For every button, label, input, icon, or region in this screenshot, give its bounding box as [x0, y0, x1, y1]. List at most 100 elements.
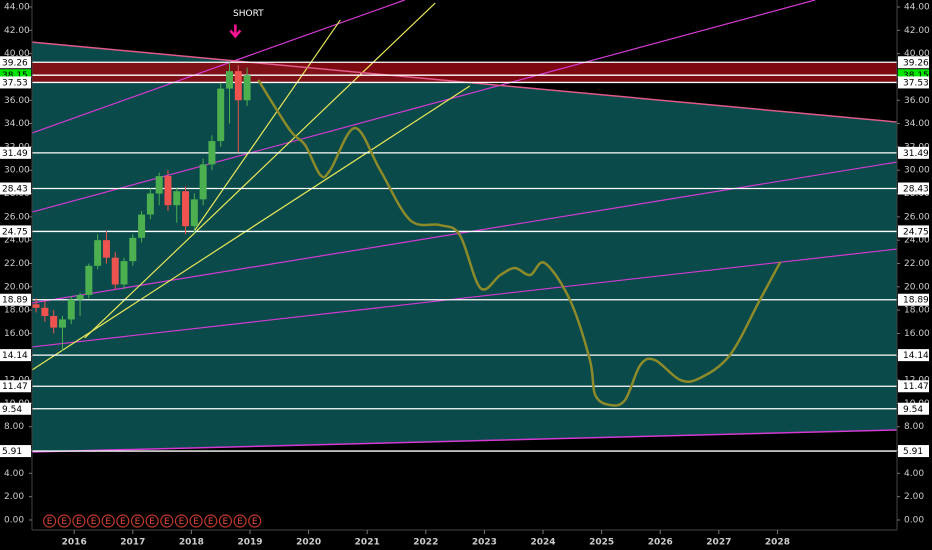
- earnings-label: E: [135, 517, 141, 527]
- candle-body: [164, 176, 172, 206]
- level-label: 11.47: [2, 382, 28, 392]
- level-label: 37.53: [2, 78, 28, 88]
- y-tick-label: 22.00: [4, 259, 30, 269]
- earnings-label: E: [223, 517, 229, 527]
- annotation-arrow: [229, 24, 242, 39]
- y-tick-label: 18.00: [904, 306, 930, 316]
- x-tick-label: 2016: [62, 538, 87, 548]
- y-tick-label: 42.00: [4, 26, 30, 36]
- earnings-label: E: [208, 517, 214, 527]
- earnings-marker: [160, 514, 174, 528]
- earnings-marker: [86, 514, 101, 528]
- earnings-marker: [189, 514, 203, 528]
- level-label: 14.14: [903, 351, 929, 361]
- level-label-box: [0, 445, 31, 458]
- earnings-marker: [57, 514, 71, 528]
- level-label-box: [898, 56, 929, 69]
- level-label: 39.26: [2, 58, 28, 68]
- level-label: 31.49: [903, 149, 929, 159]
- earnings-label: E: [105, 517, 111, 527]
- x-tick-label: 2019: [237, 538, 262, 548]
- level-label-box: [898, 182, 929, 195]
- y-tick-label: 4.00: [904, 469, 924, 479]
- y-tick-label: 26.00: [904, 212, 930, 222]
- projection-line: [257, 79, 782, 407]
- x-tick-label: 2024: [530, 538, 555, 548]
- y-tick-label: 16.00: [904, 329, 930, 339]
- x-tick-label: 2018: [179, 538, 204, 548]
- candle-body: [111, 257, 119, 285]
- trend-line: [31, 161, 898, 304]
- level-label: 18.89: [903, 296, 929, 306]
- trend-line: [84, 2, 436, 339]
- level-label-box: [898, 380, 929, 393]
- level-label-box: [898, 293, 929, 306]
- y-tick-label: 0.00: [904, 515, 924, 525]
- x-tick-label: 2021: [355, 538, 380, 548]
- earnings-marker: [42, 514, 57, 528]
- earnings-marker: [145, 514, 159, 528]
- y-tick-label: 42.00: [904, 26, 930, 36]
- earnings-label: E: [237, 517, 243, 527]
- earnings-marker: [174, 514, 189, 528]
- level-label-box: [0, 380, 31, 393]
- earnings-label: E: [47, 517, 53, 527]
- earnings-label: E: [61, 517, 67, 527]
- candle-body: [173, 191, 181, 206]
- level-label: 31.49: [2, 149, 28, 159]
- earnings-label: E: [76, 517, 82, 527]
- level-label-box: [898, 76, 929, 89]
- resistance-zone: [32, 62, 897, 83]
- x-tick-label: 2026: [648, 538, 673, 548]
- y-tick-label: 20.00: [4, 282, 30, 292]
- y-tick-label: 20.00: [904, 282, 930, 292]
- candle-body: [129, 237, 137, 262]
- candle-body: [217, 88, 225, 142]
- y-tick-label: 40.00: [904, 49, 930, 59]
- y-tick-label: 2.00: [4, 492, 24, 502]
- candle-body: [85, 265, 93, 295]
- level-label: 39.26: [903, 58, 929, 68]
- earnings-marker: [101, 514, 115, 528]
- y-tick-label: 8.00: [904, 422, 924, 432]
- x-tick-label: 2028: [765, 538, 790, 548]
- level-label-box: [898, 445, 929, 458]
- axis-panel: [0, 0, 32, 550]
- level-label: 37.53: [903, 78, 929, 88]
- candle-body: [199, 164, 207, 200]
- x-tick-label: 2023: [472, 538, 497, 548]
- candle-body: [58, 319, 66, 328]
- level-label: 11.47: [903, 382, 929, 392]
- candle-body: [67, 299, 75, 320]
- earnings-label: E: [149, 517, 155, 527]
- candle-body: [94, 240, 102, 266]
- trend-line: [194, 19, 341, 231]
- candle-body: [243, 75, 251, 101]
- y-tick-label: 34.00: [904, 119, 930, 129]
- y-tick-label: 30.00: [4, 166, 30, 176]
- y-tick-label: 8.00: [4, 422, 24, 432]
- level-label: 28.43: [2, 185, 28, 195]
- y-tick-label: 22.00: [904, 259, 930, 269]
- level-label: 9.54: [2, 405, 22, 415]
- level-label-box: [0, 76, 31, 89]
- candle-body: [102, 240, 110, 258]
- level-label-box: [0, 225, 31, 238]
- level-label-box: [0, 402, 31, 415]
- level-label-box: [0, 56, 31, 69]
- candle-body: [234, 71, 242, 101]
- earnings-label: E: [179, 517, 185, 527]
- level-label: 9.54: [903, 405, 923, 415]
- candle-body: [155, 176, 163, 194]
- y-tick-label: 24.00: [904, 236, 930, 246]
- level-label: 24.75: [903, 227, 929, 237]
- y-tick-label: 40.00: [4, 49, 30, 59]
- y-tick-label: 44.00: [904, 2, 930, 12]
- candle-body: [146, 193, 154, 215]
- level-label: 38.15: [903, 71, 929, 81]
- level-label: 24.75: [2, 227, 28, 237]
- level-label: 38.15: [2, 71, 28, 81]
- y-tick-label: 30.00: [904, 166, 930, 176]
- x-tick-label: 2022: [413, 538, 438, 548]
- axis-panel: [897, 0, 932, 550]
